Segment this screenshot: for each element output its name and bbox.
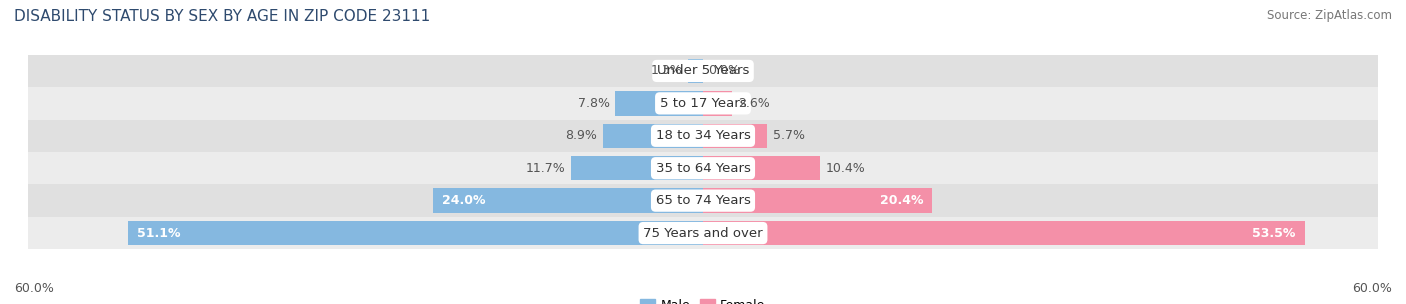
Text: 24.0%: 24.0% <box>441 194 485 207</box>
Text: 5.7%: 5.7% <box>773 129 804 142</box>
Bar <box>28 87 1378 119</box>
Bar <box>28 185 1378 217</box>
Text: Under 5 Years: Under 5 Years <box>657 64 749 78</box>
Text: 8.9%: 8.9% <box>565 129 598 142</box>
Bar <box>28 152 1378 185</box>
Text: 51.1%: 51.1% <box>138 226 181 240</box>
Text: 7.8%: 7.8% <box>578 97 610 110</box>
Text: DISABILITY STATUS BY SEX BY AGE IN ZIP CODE 23111: DISABILITY STATUS BY SEX BY AGE IN ZIP C… <box>14 9 430 24</box>
Bar <box>128 221 703 245</box>
Bar <box>616 91 703 116</box>
Bar <box>703 221 1305 245</box>
Text: 35 to 64 Years: 35 to 64 Years <box>655 162 751 175</box>
Text: 75 Years and over: 75 Years and over <box>643 226 763 240</box>
Bar <box>28 55 1378 87</box>
Text: 65 to 74 Years: 65 to 74 Years <box>655 194 751 207</box>
Text: 53.5%: 53.5% <box>1253 226 1296 240</box>
Bar <box>28 217 1378 249</box>
Text: 20.4%: 20.4% <box>880 194 924 207</box>
Legend: Male, Female: Male, Female <box>636 294 770 304</box>
Text: 1.3%: 1.3% <box>651 64 683 78</box>
Bar <box>689 59 703 83</box>
Text: Source: ZipAtlas.com: Source: ZipAtlas.com <box>1267 9 1392 22</box>
Text: 0.0%: 0.0% <box>709 64 741 78</box>
Bar <box>703 124 768 148</box>
Bar <box>603 124 703 148</box>
Text: 2.6%: 2.6% <box>738 97 769 110</box>
Bar <box>703 188 932 213</box>
Bar <box>703 91 733 116</box>
Bar <box>703 156 820 180</box>
Text: 60.0%: 60.0% <box>1353 282 1392 295</box>
Bar <box>28 119 1378 152</box>
Text: 18 to 34 Years: 18 to 34 Years <box>655 129 751 142</box>
Text: 10.4%: 10.4% <box>825 162 865 175</box>
Text: 5 to 17 Years: 5 to 17 Years <box>659 97 747 110</box>
Text: 11.7%: 11.7% <box>526 162 565 175</box>
Bar <box>571 156 703 180</box>
Text: 60.0%: 60.0% <box>14 282 53 295</box>
Bar <box>433 188 703 213</box>
